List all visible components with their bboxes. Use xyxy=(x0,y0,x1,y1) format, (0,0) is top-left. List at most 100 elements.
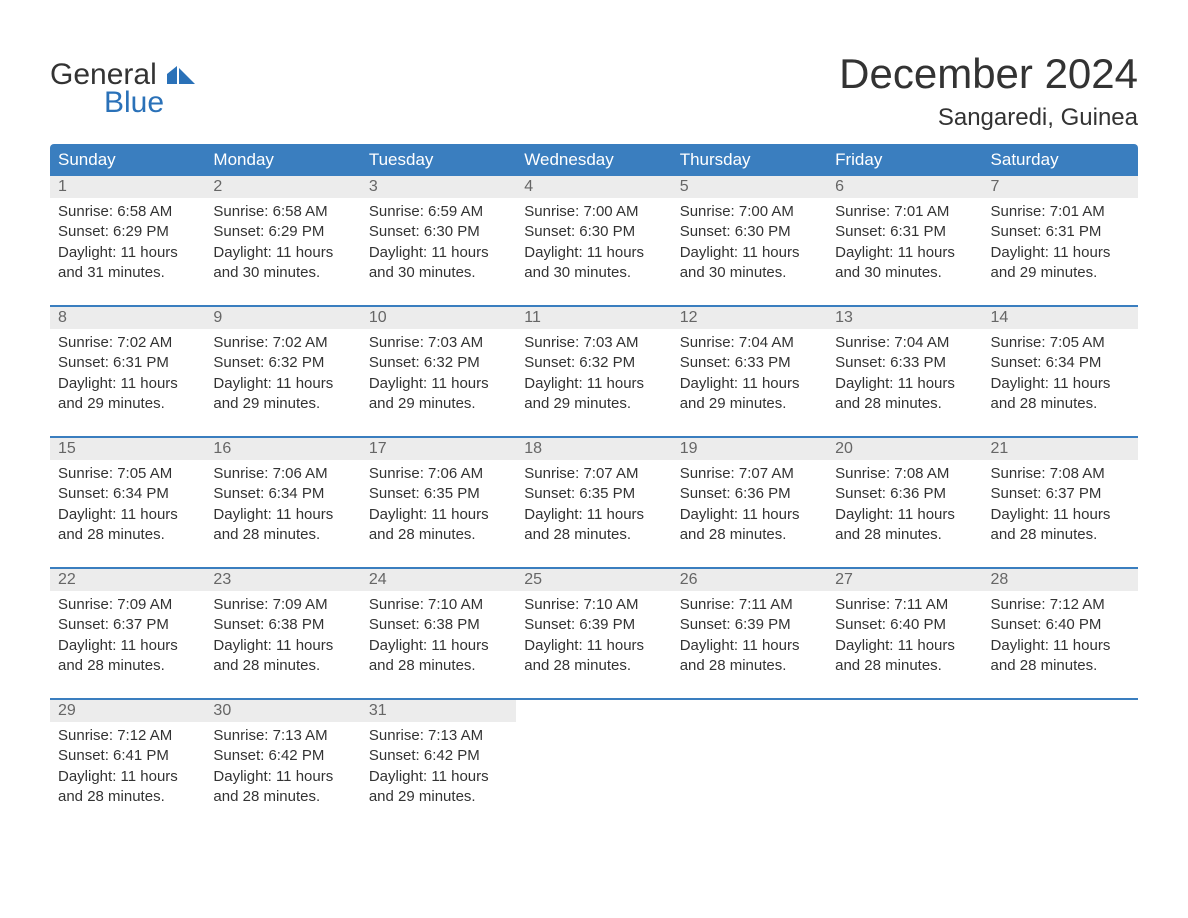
day-cell: Sunrise: 7:03 AMSunset: 6:32 PMDaylight:… xyxy=(516,329,671,437)
daylight-line2: and 29 minutes. xyxy=(991,263,1130,283)
day-cell: Sunrise: 7:04 AMSunset: 6:33 PMDaylight:… xyxy=(827,329,982,437)
day-number: 12 xyxy=(672,306,827,329)
header: General Blue December 2024 Sangaredi, Gu… xyxy=(50,50,1138,132)
sunrise: Sunrise: 7:00 AM xyxy=(680,202,819,222)
daylight-line1: Daylight: 11 hours xyxy=(213,243,352,263)
weekday-header: Monday xyxy=(205,144,360,176)
day-number xyxy=(983,699,1138,722)
day-number: 22 xyxy=(50,568,205,591)
sunset: Sunset: 6:41 PM xyxy=(58,746,197,766)
day-cell: Sunrise: 7:06 AMSunset: 6:34 PMDaylight:… xyxy=(205,460,360,568)
daylight-line1: Daylight: 11 hours xyxy=(58,374,197,394)
sunset: Sunset: 6:38 PM xyxy=(369,615,508,635)
day-number: 10 xyxy=(361,306,516,329)
day-number: 31 xyxy=(361,699,516,722)
daylight-line2: and 28 minutes. xyxy=(369,525,508,545)
day-cell: Sunrise: 7:00 AMSunset: 6:30 PMDaylight:… xyxy=(672,198,827,306)
day-number: 19 xyxy=(672,437,827,460)
day-number: 16 xyxy=(205,437,360,460)
day-cell: Sunrise: 7:12 AMSunset: 6:40 PMDaylight:… xyxy=(983,591,1138,699)
daylight-line1: Daylight: 11 hours xyxy=(369,767,508,787)
daylight-line1: Daylight: 11 hours xyxy=(524,374,663,394)
month-title: December 2024 xyxy=(839,50,1138,98)
day-cell: Sunrise: 7:01 AMSunset: 6:31 PMDaylight:… xyxy=(827,198,982,306)
daynum-row: 15161718192021 xyxy=(50,437,1138,460)
day-cell: Sunrise: 7:06 AMSunset: 6:35 PMDaylight:… xyxy=(361,460,516,568)
sunset: Sunset: 6:40 PM xyxy=(991,615,1130,635)
day-number: 9 xyxy=(205,306,360,329)
day-number: 17 xyxy=(361,437,516,460)
daylight-line2: and 30 minutes. xyxy=(213,263,352,283)
daylight-line1: Daylight: 11 hours xyxy=(58,243,197,263)
title-block: December 2024 Sangaredi, Guinea xyxy=(839,50,1138,132)
daylight-line1: Daylight: 11 hours xyxy=(680,243,819,263)
weekday-header: Thursday xyxy=(672,144,827,176)
sunset: Sunset: 6:39 PM xyxy=(524,615,663,635)
day-cell xyxy=(827,722,982,829)
sunrise: Sunrise: 6:59 AM xyxy=(369,202,508,222)
daylight-line1: Daylight: 11 hours xyxy=(369,243,508,263)
sunrise: Sunrise: 7:02 AM xyxy=(58,333,197,353)
daylight-line2: and 28 minutes. xyxy=(213,787,352,807)
day-number: 27 xyxy=(827,568,982,591)
daylight-line1: Daylight: 11 hours xyxy=(524,636,663,656)
day-number: 18 xyxy=(516,437,671,460)
location: Sangaredi, Guinea xyxy=(839,104,1138,132)
sunset: Sunset: 6:30 PM xyxy=(680,222,819,242)
day-cell: Sunrise: 7:10 AMSunset: 6:38 PMDaylight:… xyxy=(361,591,516,699)
weekday-header-row: SundayMondayTuesdayWednesdayThursdayFrid… xyxy=(50,144,1138,176)
daylight-line2: and 28 minutes. xyxy=(680,525,819,545)
daylight-line2: and 28 minutes. xyxy=(991,525,1130,545)
sunset: Sunset: 6:37 PM xyxy=(58,615,197,635)
daylight-line2: and 28 minutes. xyxy=(524,525,663,545)
daylight-line2: and 28 minutes. xyxy=(58,787,197,807)
day-number xyxy=(516,699,671,722)
day-number: 4 xyxy=(516,176,671,198)
sunset: Sunset: 6:38 PM xyxy=(213,615,352,635)
daylight-line2: and 28 minutes. xyxy=(991,394,1130,414)
day-number: 23 xyxy=(205,568,360,591)
day-cell: Sunrise: 7:05 AMSunset: 6:34 PMDaylight:… xyxy=(50,460,205,568)
sunset: Sunset: 6:35 PM xyxy=(524,484,663,504)
daylight-line1: Daylight: 11 hours xyxy=(369,374,508,394)
weekday-header: Wednesday xyxy=(516,144,671,176)
day-cell: Sunrise: 6:59 AMSunset: 6:30 PMDaylight:… xyxy=(361,198,516,306)
daynum-row: 293031 xyxy=(50,699,1138,722)
daylight-line1: Daylight: 11 hours xyxy=(524,243,663,263)
daynum-row: 1234567 xyxy=(50,176,1138,198)
day-cell: Sunrise: 7:02 AMSunset: 6:32 PMDaylight:… xyxy=(205,329,360,437)
daylight-line1: Daylight: 11 hours xyxy=(991,636,1130,656)
daylight-line1: Daylight: 11 hours xyxy=(213,767,352,787)
day-number: 11 xyxy=(516,306,671,329)
daylight-line1: Daylight: 11 hours xyxy=(835,243,974,263)
daylight-line2: and 29 minutes. xyxy=(369,787,508,807)
sunset: Sunset: 6:29 PM xyxy=(213,222,352,242)
daylight-line1: Daylight: 11 hours xyxy=(680,505,819,525)
day-number: 14 xyxy=(983,306,1138,329)
day-cell: Sunrise: 7:12 AMSunset: 6:41 PMDaylight:… xyxy=(50,722,205,829)
sunrise: Sunrise: 7:11 AM xyxy=(680,595,819,615)
daylight-line2: and 28 minutes. xyxy=(835,525,974,545)
daylight-line2: and 28 minutes. xyxy=(369,656,508,676)
daylight-line2: and 29 minutes. xyxy=(680,394,819,414)
weekday-header: Sunday xyxy=(50,144,205,176)
sunset: Sunset: 6:37 PM xyxy=(991,484,1130,504)
sunrise: Sunrise: 7:12 AM xyxy=(991,595,1130,615)
daylight-line2: and 30 minutes. xyxy=(524,263,663,283)
sunrise: Sunrise: 7:10 AM xyxy=(369,595,508,615)
day-cell: Sunrise: 7:08 AMSunset: 6:37 PMDaylight:… xyxy=(983,460,1138,568)
day-number: 1 xyxy=(50,176,205,198)
day-cell xyxy=(672,722,827,829)
day-cell: Sunrise: 7:07 AMSunset: 6:36 PMDaylight:… xyxy=(672,460,827,568)
day-number: 13 xyxy=(827,306,982,329)
day-number: 21 xyxy=(983,437,1138,460)
sunrise: Sunrise: 7:09 AM xyxy=(213,595,352,615)
page: General Blue December 2024 Sangaredi, Gu… xyxy=(0,0,1188,829)
daylight-line2: and 30 minutes. xyxy=(835,263,974,283)
sunset: Sunset: 6:39 PM xyxy=(680,615,819,635)
week-row: Sunrise: 7:05 AMSunset: 6:34 PMDaylight:… xyxy=(50,460,1138,568)
sunrise: Sunrise: 7:09 AM xyxy=(58,595,197,615)
daylight-line2: and 31 minutes. xyxy=(58,263,197,283)
day-cell: Sunrise: 6:58 AMSunset: 6:29 PMDaylight:… xyxy=(205,198,360,306)
day-number xyxy=(827,699,982,722)
